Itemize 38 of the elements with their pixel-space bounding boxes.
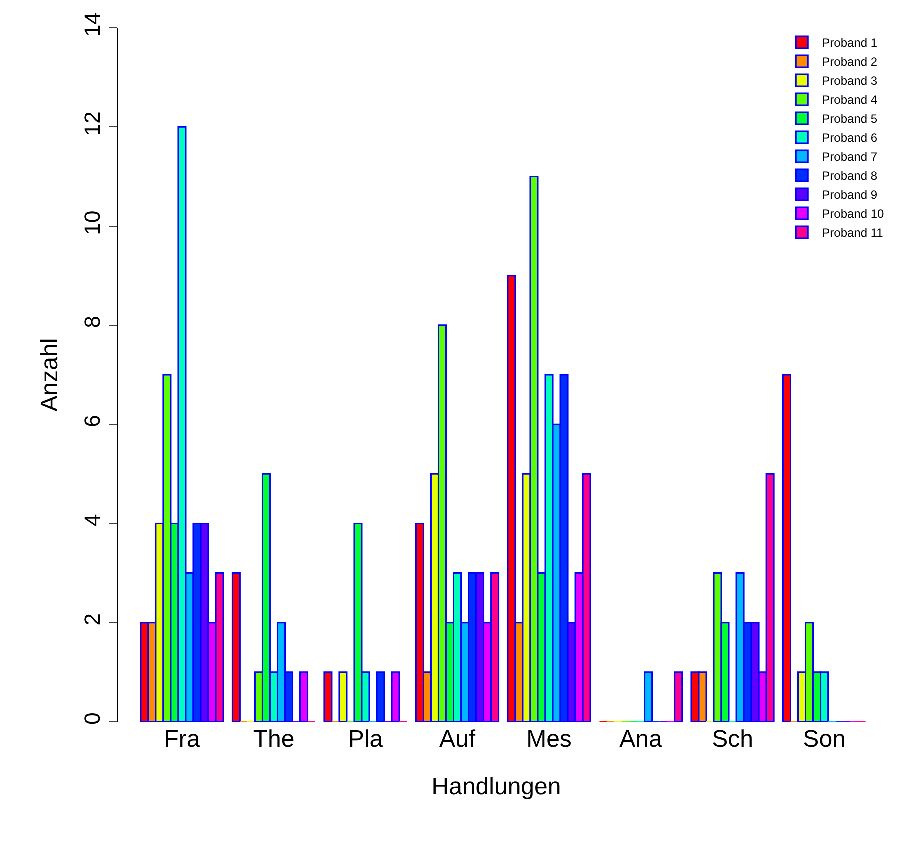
y-tick-label: 6	[80, 415, 106, 428]
x-axis-title: Handlungen	[432, 773, 562, 800]
x-tick-label: Auf	[439, 726, 476, 753]
y-tick-label: 10	[80, 210, 106, 236]
legend-label: Proband 7	[822, 150, 878, 164]
legend-label: Proband 10	[822, 207, 885, 222]
x-tick-label: The	[253, 726, 295, 753]
legend-label: Proband 11	[822, 226, 884, 240]
x-tick-label: Son	[803, 726, 846, 753]
x-tick-label: Pla	[348, 726, 384, 753]
x-tick-label: Sch	[712, 726, 754, 753]
y-tick-label: 8	[80, 316, 106, 328]
x-tick-label: Ana	[620, 726, 664, 753]
bar	[644, 672, 654, 722]
legend-label: Proband 6	[822, 131, 878, 146]
bar	[324, 672, 333, 722]
y-tick-label: 2	[80, 613, 106, 626]
legend-label: Proband 5	[822, 112, 878, 126]
bar	[782, 374, 792, 722]
bar	[674, 672, 684, 722]
y-tick-label: 12	[80, 112, 106, 136]
legend-label: Proband 2	[822, 55, 878, 70]
bar	[232, 572, 241, 722]
bar	[338, 672, 348, 722]
bar	[376, 672, 386, 722]
legend-label: Proband 9	[822, 188, 878, 202]
y-tick-label: 0	[80, 712, 106, 725]
bar	[391, 672, 400, 722]
y-tick-label: 4	[80, 514, 106, 527]
legend-label: Proband 1	[822, 36, 878, 50]
x-tick-label: Fra	[164, 726, 201, 753]
x-tick-label: Mes	[526, 726, 572, 753]
legend-label: Proband 8	[822, 169, 878, 184]
legend-label: Proband 3	[822, 74, 878, 88]
legend-label: Proband 4	[822, 93, 878, 108]
bar	[300, 672, 309, 722]
y-tick-label: 14	[80, 12, 106, 37]
y-axis-title: Anzahl	[36, 338, 64, 412]
